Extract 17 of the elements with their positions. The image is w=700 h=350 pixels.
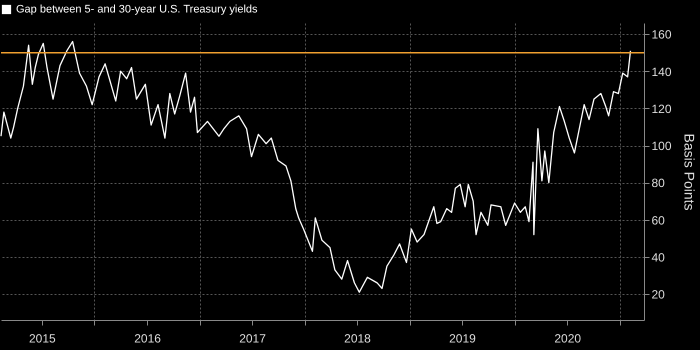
line-series <box>0 40 632 293</box>
legend-label: Gap between 5- and 30-year U.S. Treasury yields <box>16 4 258 16</box>
x-tick-label: 2018 <box>344 332 372 346</box>
y-tick-label: 100 <box>652 139 672 154</box>
y-tick-label: 40 <box>652 250 666 264</box>
y-tick-label: 160 <box>652 28 672 42</box>
y-axis-title: Basis Points <box>682 133 698 211</box>
x-tick-label: 2019 <box>449 332 476 346</box>
x-tick-label: 2020 <box>554 332 582 346</box>
x-tick-label: 2016 <box>134 332 162 346</box>
y-tick-label: 80 <box>652 176 666 190</box>
x-tick-label: 2015 <box>28 332 56 346</box>
y-tick-label: 120 <box>652 102 672 116</box>
y-tick-label: 60 <box>652 213 666 228</box>
x-tick-label: 2017 <box>239 332 266 346</box>
y-tick-label: 20 <box>652 288 666 302</box>
y-tick-label: 140 <box>652 64 672 79</box>
